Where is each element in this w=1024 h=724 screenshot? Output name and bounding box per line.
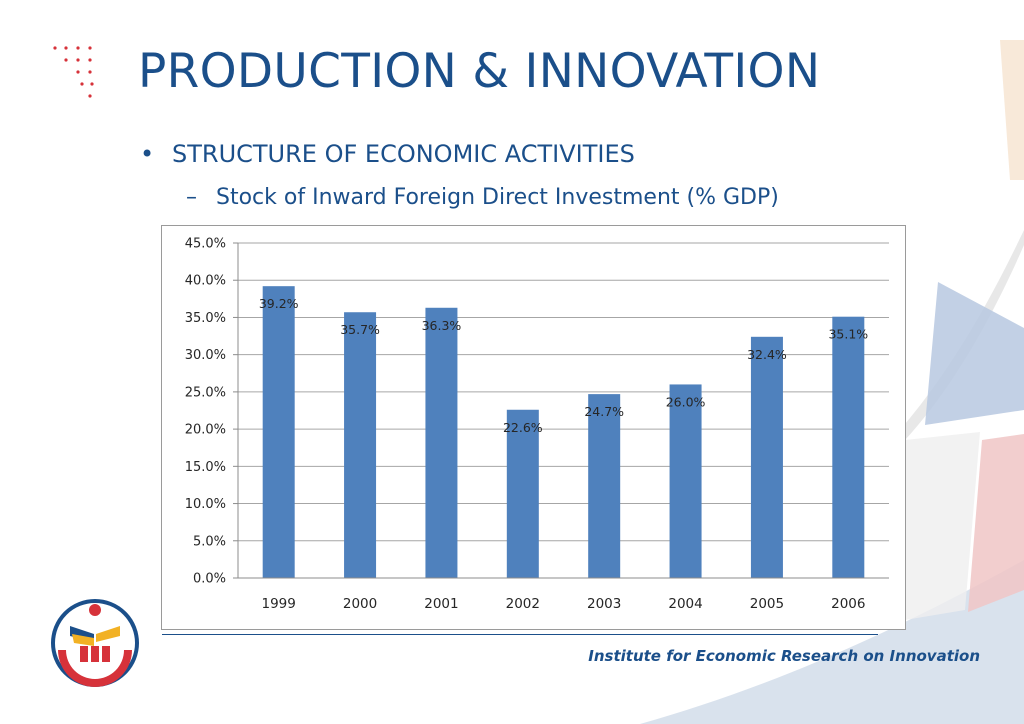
x-tick-label: 2005 — [750, 596, 784, 612]
institute-logo-icon — [51, 599, 139, 687]
y-tick-label: 35.0% — [185, 311, 226, 326]
bar — [588, 394, 621, 578]
bar — [750, 336, 783, 578]
x-tick-label: 2004 — [668, 596, 702, 612]
decor-peach-panel — [1000, 40, 1024, 180]
data-label: 35.1% — [828, 327, 868, 342]
bar — [832, 316, 865, 578]
bar — [669, 384, 702, 578]
bullet-text: STRUCTURE OF ECONOMIC ACTIVITIES — [172, 140, 635, 168]
sub-bullet-item: – Stock of Inward Foreign Direct Investme… — [186, 185, 779, 210]
decor-gray-arc — [900, 230, 1024, 440]
x-tick-label: 2000 — [343, 596, 377, 612]
y-tick-label: 5.0% — [193, 534, 226, 549]
slide-title: PRODUCTION & INNOVATION — [138, 44, 821, 99]
x-tick-label: 2006 — [831, 596, 865, 612]
y-tick-label: 0.0% — [193, 572, 226, 587]
sub-bullet-text: Stock of Inward Foreign Direct Investmen… — [216, 185, 779, 210]
y-tick-label: 45.0% — [185, 237, 226, 252]
bar-chart: 0.0% 5.0% 10.0% 15.0% 20.0% 25.0% 30.0% 35.0% 40… — [185, 237, 889, 612]
decor-blue-swoosh — [640, 560, 1024, 724]
decor-blue-panel — [925, 282, 1024, 425]
data-label: 36.3% — [422, 318, 462, 333]
decor-red-panel — [968, 434, 1024, 612]
bar — [425, 307, 458, 578]
y-tick-label: 15.0% — [185, 460, 226, 475]
x-tick-label: 2003 — [587, 596, 621, 612]
y-tick-label: 10.0% — [185, 497, 226, 512]
footer-institute-name: Institute for Economic Research on Innov… — [588, 647, 980, 665]
bar — [344, 312, 377, 578]
x-tick-label: 2002 — [506, 596, 540, 612]
footer-divider — [162, 634, 878, 635]
data-label: 22.6% — [503, 420, 543, 435]
x-tick-label: 1999 — [262, 596, 296, 612]
y-tick-label: 40.0% — [185, 274, 226, 289]
y-tick-label: 20.0% — [185, 423, 226, 438]
sub-bullet-mark: – — [186, 185, 197, 210]
chart-frame: 0.0% 5.0% 10.0% 15.0% 20.0% 25.0% 30.0% 35.0% 40… — [161, 225, 906, 630]
bar — [262, 286, 295, 578]
bullet-item: • STRUCTURE OF ECONOMIC ACTIVITIES — [140, 140, 635, 168]
decor-gray-wedge — [905, 432, 980, 620]
data-label: 26.0% — [666, 394, 706, 409]
x-tick-label: 2001 — [424, 596, 458, 612]
y-tick-label: 25.0% — [185, 385, 226, 400]
data-label: 35.7% — [340, 322, 380, 337]
y-tick-label: 30.0% — [185, 348, 226, 363]
data-label: 39.2% — [259, 296, 299, 311]
red-dot-grid-icon — [53, 46, 94, 98]
data-label: 32.4% — [747, 347, 787, 362]
data-label: 24.7% — [584, 404, 624, 419]
bullet-mark: • — [140, 140, 155, 168]
bar — [506, 409, 539, 578]
